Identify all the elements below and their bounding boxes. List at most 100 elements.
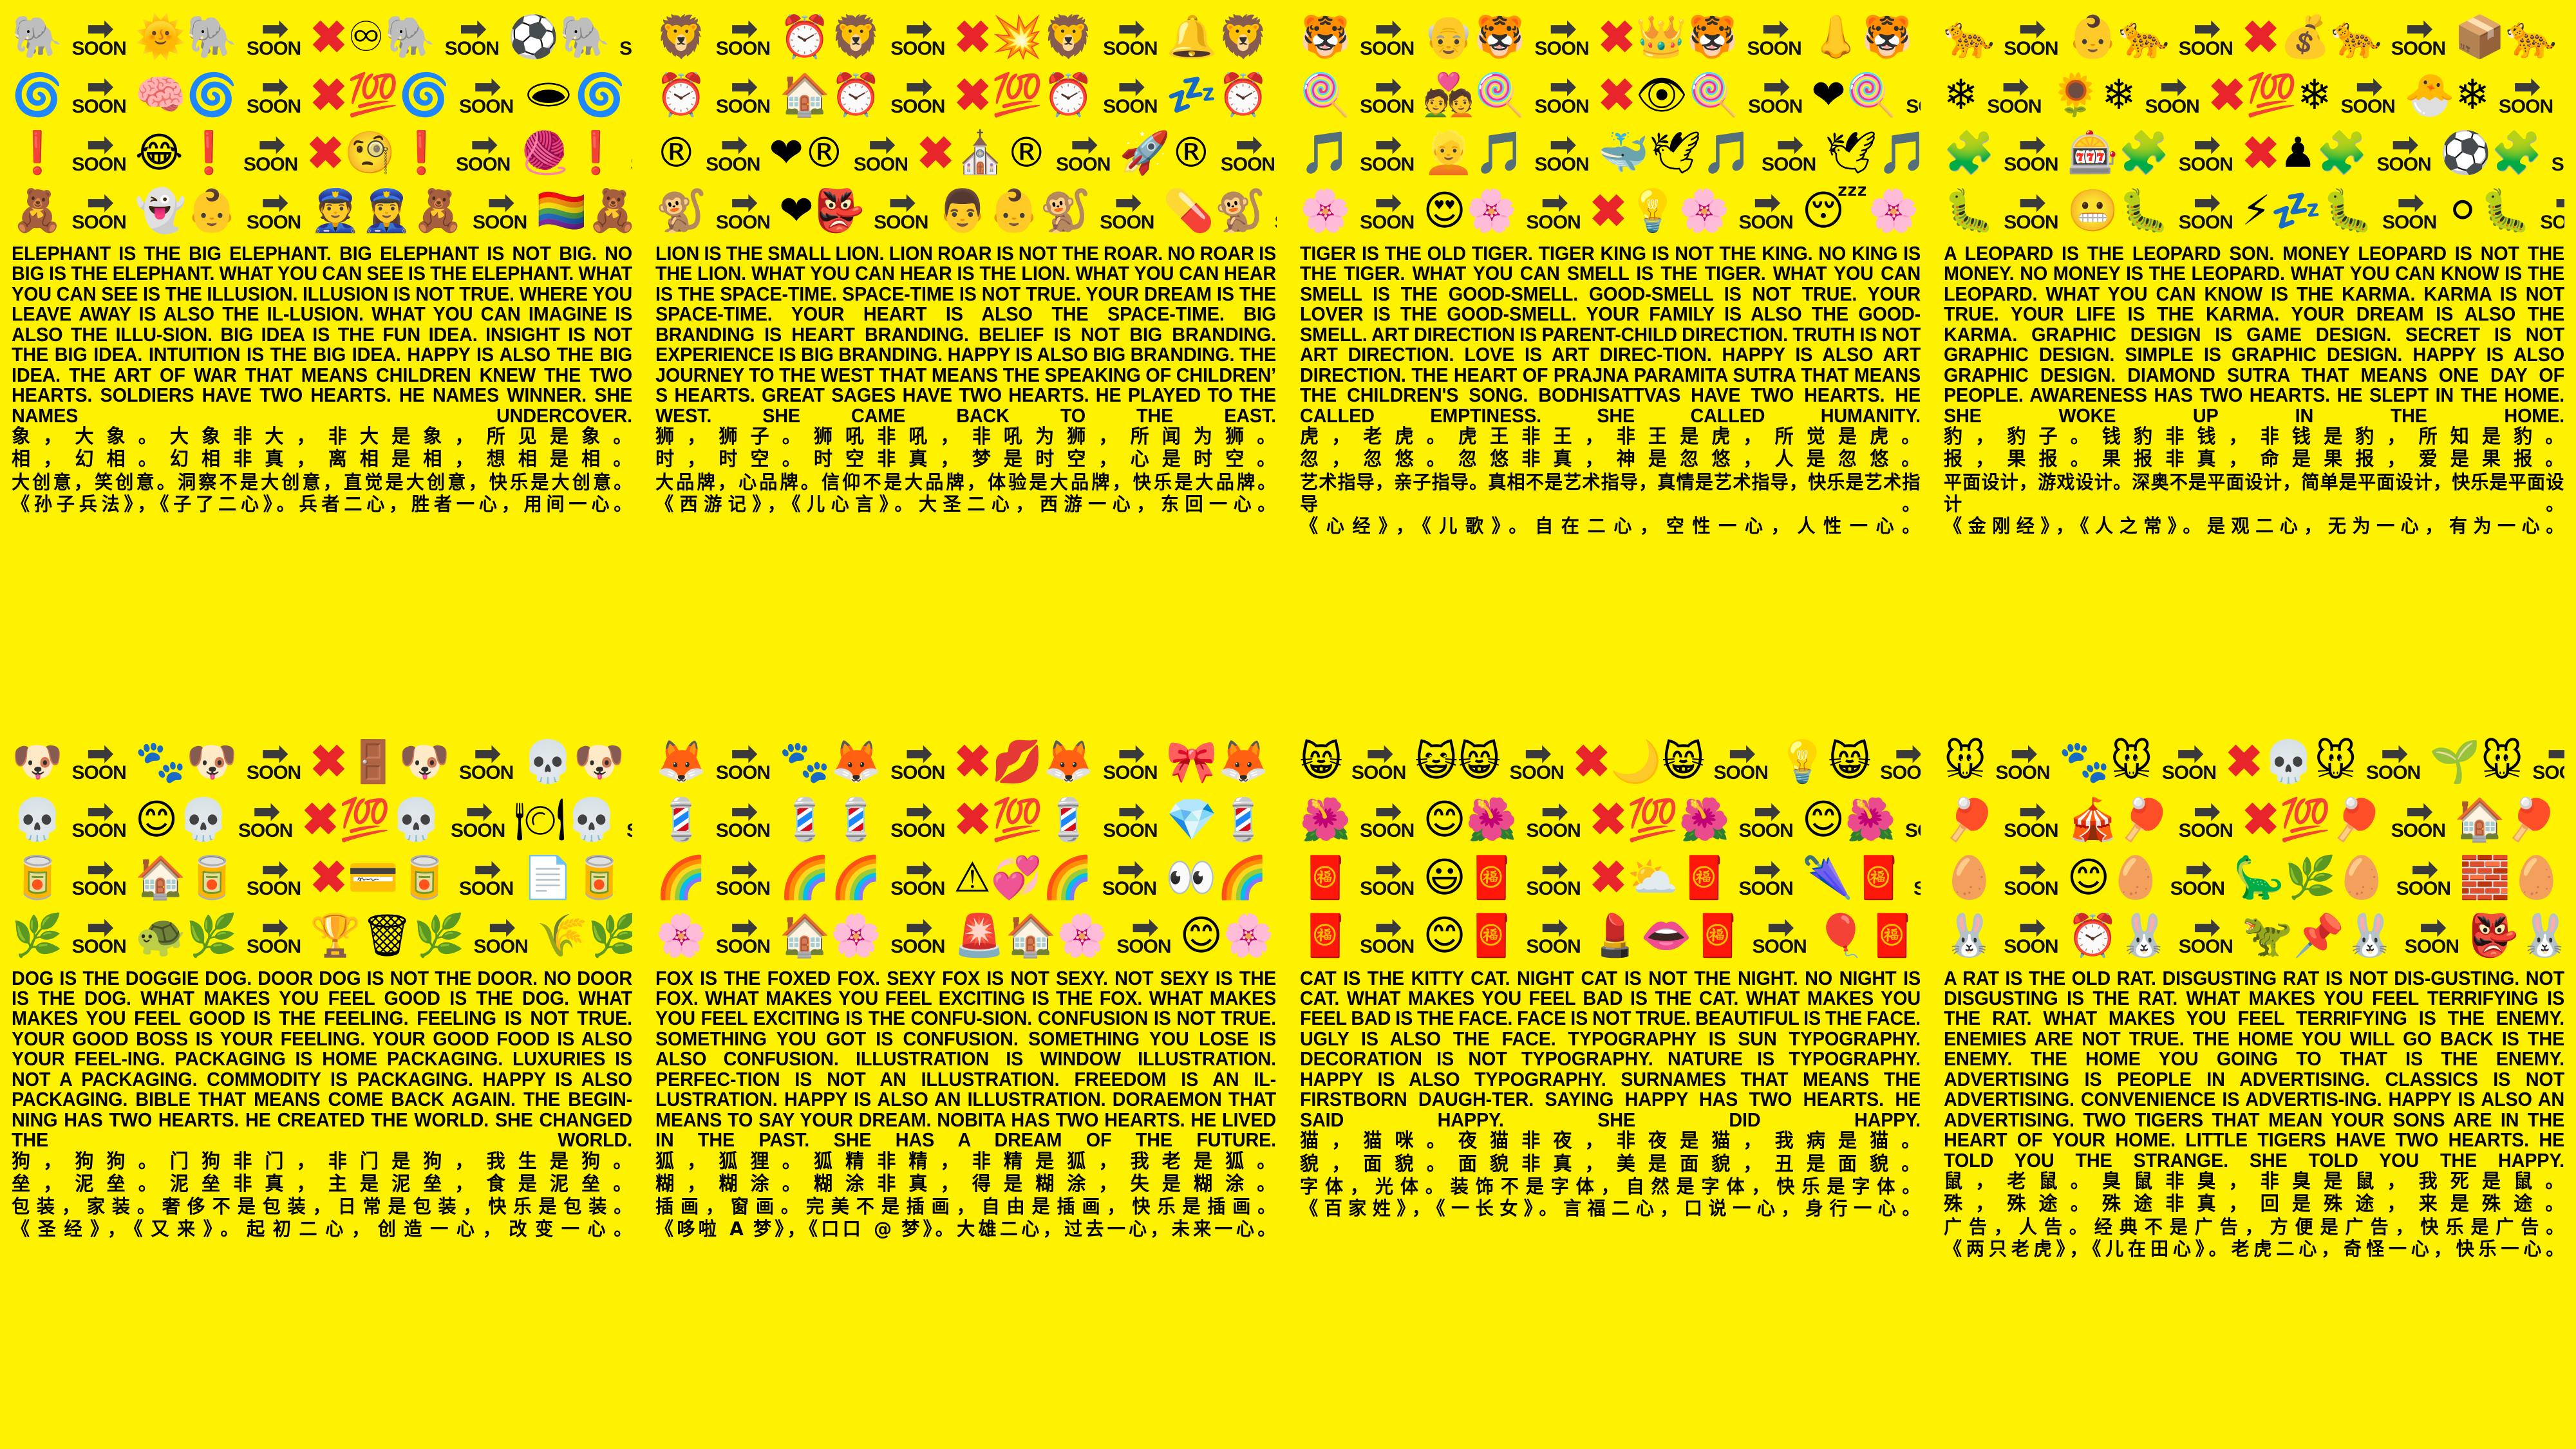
- emoji-icon: 😊: [1423, 796, 1466, 844]
- soon-label: SOON: [1103, 95, 1158, 117]
- emoji-icon: ♾: [347, 14, 385, 61]
- emoji-icon: 🥫: [12, 854, 63, 902]
- emoji-cell: 💋: [992, 742, 1043, 783]
- emoji-icon: 😍: [1423, 187, 1466, 235]
- emoji-cell: 🦖: [2242, 915, 2293, 957]
- soon-label: SOON: [1220, 153, 1275, 175]
- emoji-icon: 🚨: [954, 911, 1005, 960]
- arrow-glyph: ➡: [86, 908, 115, 946]
- emoji-cell: 🌾: [537, 915, 588, 957]
- soon-label: SOON: [71, 820, 127, 842]
- soon-label: SOON: [458, 95, 514, 117]
- soon-arrow-icon: ➡SOON: [622, 132, 632, 174]
- emoji-icon: 🎰: [2067, 129, 2119, 177]
- emoji-cell: 🌸: [1223, 915, 1274, 957]
- emoji-cell: ✖: [310, 739, 348, 784]
- arrow-glyph: ➡: [2419, 908, 2447, 946]
- soon-arrow-icon: ➡SOON: [2170, 186, 2242, 232]
- emoji-cell: ✖: [1598, 73, 1636, 118]
- emoji-icon: 🏠: [778, 71, 831, 119]
- emoji-cell: 🐛: [2322, 191, 2373, 232]
- arrow-glyph: ➡: [473, 734, 502, 772]
- arrow-glyph: ➡: [2009, 734, 2038, 772]
- emoji-icon: 🐆: [2331, 14, 2382, 61]
- emoji-row: 🐆➡SOON👶🐆➡SOON✖💰🐆➡SOON📦🐆➡SOON🐾🐆: [1944, 9, 2564, 66]
- emoji-icon: 💀: [566, 796, 618, 844]
- emoji-cell: 🌱: [2429, 742, 2481, 783]
- emoji-cell: 🎰: [2067, 133, 2118, 174]
- soon-label: SOON: [2004, 878, 2058, 900]
- emoji-icon: ®: [803, 129, 845, 177]
- emoji-cell: 😊: [1423, 915, 1466, 957]
- soon-arrow-icon: ➡SOON: [2170, 12, 2242, 59]
- emoji-cell: 🐘: [186, 17, 238, 58]
- emoji-icon: ❄: [2455, 71, 2490, 119]
- emoji-cell: 💥: [992, 17, 1043, 58]
- emoji-cell: ❄: [2455, 75, 2490, 116]
- emoji-icon: 🏠: [2454, 796, 2506, 844]
- arrow-glyph: ➡: [2018, 126, 2047, 164]
- emoji-icon: 💞: [990, 854, 1042, 902]
- soon-label: SOON: [1879, 762, 1921, 784]
- emoji-icon: 🧩: [1943, 129, 1995, 177]
- emoji-row: 🌿➡SOON🐢🌿➡SOON🏆🗑🌿➡SOON🌾🌿➡SOON🚦🌿: [12, 908, 632, 964]
- arrow-glyph: ➡: [1131, 908, 1160, 946]
- emoji-icon: 💯: [2279, 796, 2331, 844]
- english-paragraph: CAT IS THE KITTY CAT. NIGHT CAT IS NOT T…: [1299, 966, 1921, 1131]
- soon-label: SOON: [1360, 211, 1415, 233]
- emoji-icon: 🌸: [655, 911, 707, 960]
- emoji-cell: 🌺: [1466, 799, 1518, 841]
- emoji-cell: ♾: [348, 17, 384, 58]
- emoji-cell: 🐒: [655, 191, 707, 232]
- emoji-cell: ❗: [12, 133, 63, 174]
- soon-label: SOON: [1103, 820, 1158, 842]
- emoji-cell: 🥚: [1944, 857, 1995, 899]
- soon-arrow-icon: ➡SOON: [2557, 799, 2564, 841]
- soon-arrow-icon: ➡SOON: [464, 186, 536, 232]
- emoji-cell: 💑: [1423, 75, 1474, 116]
- emoji-cell: ❤: [1811, 75, 1846, 116]
- emoji-icon: 🌾: [536, 911, 588, 960]
- arrow-glyph: ➡: [261, 850, 289, 888]
- emoji-icon: 🏓: [2118, 796, 2170, 844]
- emoji-icon: 🐢: [135, 911, 187, 960]
- chinese-line: 插画，窗画。完美不是插画，自由是插画，快乐是插画。: [655, 1195, 1276, 1218]
- chinese-line: 包装，家装。奢侈不是包装，日常是包装，快乐是包装。: [12, 1195, 632, 1218]
- red-x-icon: ✖: [2208, 70, 2246, 120]
- emoji-icon: 👱: [1423, 129, 1474, 177]
- emoji-cell: ✖: [306, 131, 344, 176]
- emoji-icon: 🏓: [2331, 796, 2382, 844]
- emoji-icon: ⚡: [2241, 187, 2271, 235]
- arrow-glyph: ➡: [1366, 734, 1394, 772]
- soon-label: SOON: [1360, 936, 1415, 958]
- emoji-cell: 💈: [1043, 799, 1095, 841]
- emoji-row: 🌈➡SOON🌈🌈➡SOON⚠💞🌈➡SOON👀🌈➡SOON😊🌈: [655, 850, 1276, 906]
- emoji-cell: 🦕: [2233, 857, 2285, 899]
- emoji-cell: 🐣: [2404, 75, 2456, 116]
- emoji-icon: 🐒: [655, 187, 707, 235]
- soon-arrow-icon: ➡SOON: [238, 850, 310, 899]
- emoji-icon: 🐒: [1039, 187, 1091, 235]
- emoji-icon: 🦕: [2233, 854, 2285, 902]
- soon-label: SOON: [246, 762, 301, 784]
- arrow-glyph: ➡: [730, 734, 758, 772]
- arrow-glyph: ➡: [2193, 908, 2221, 946]
- emoji-icon: 💊: [1163, 187, 1214, 235]
- emoji-cell: ✖: [1573, 739, 1611, 784]
- soon-label: SOON: [2404, 936, 2459, 958]
- emoji-cell: 🐶: [12, 742, 63, 783]
- emoji-cell: 🎪: [2067, 799, 2118, 841]
- emoji-cell: 🏠: [779, 75, 831, 116]
- arrow-glyph: ➡: [1540, 184, 1569, 222]
- soon-label: SOON: [1360, 95, 1415, 117]
- soon-arrow-icon: ➡SOON: [625, 741, 632, 783]
- emoji-cell: 🌺: [1300, 799, 1351, 841]
- panel-tiger: 🐯➡SOON👴🐯➡SOON✖👑🐯➡SOON👃🐯➡SOON💩🐯🍭➡SOON💑🍭➡S…: [1288, 0, 1932, 725]
- emoji-cell: ✖: [310, 15, 348, 60]
- emoji-icon: 🐒: [1214, 187, 1266, 235]
- emoji-icon: 🌸: [1299, 187, 1351, 235]
- emoji-cell: ✖: [1590, 797, 1628, 842]
- emoji-cell: 🐢: [135, 915, 187, 957]
- arrow-glyph: ➡: [905, 68, 934, 106]
- emoji-cell: 🐶: [399, 742, 450, 783]
